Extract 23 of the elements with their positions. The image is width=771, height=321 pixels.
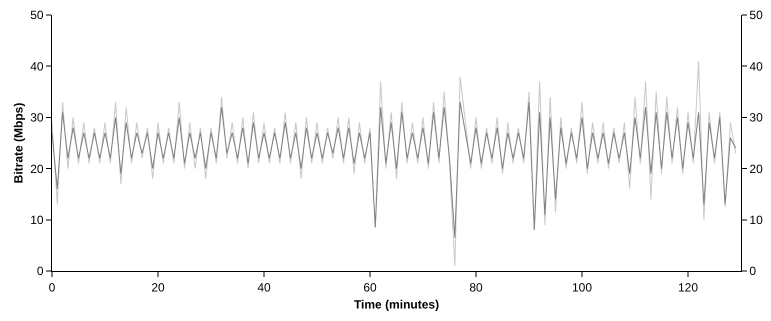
x-tick-label: 100 bbox=[572, 280, 592, 294]
y2-tick-label: 50 bbox=[749, 8, 764, 22]
y-tick-label: 0 bbox=[36, 264, 44, 278]
line-series bbox=[52, 60, 736, 266]
y-tick-label: 50 bbox=[30, 8, 44, 22]
x-tick-label: 20 bbox=[151, 280, 165, 294]
y2-tick-label: 30 bbox=[749, 110, 764, 125]
x-tick-label: 60 bbox=[363, 280, 377, 294]
y2-tick-label: 20 bbox=[749, 162, 764, 176]
y2-tick-label: 0 bbox=[749, 264, 756, 278]
y-tick-label: 10 bbox=[30, 213, 44, 227]
x-axis-title: Time (minutes) bbox=[354, 297, 440, 312]
y-axis-title: Bitrate (Mbps) bbox=[12, 102, 26, 184]
y-tick-label: 30 bbox=[30, 110, 44, 125]
line-series bbox=[52, 102, 736, 238]
y2-tick-label: 10 bbox=[749, 213, 764, 227]
x-tick-label: 120 bbox=[678, 280, 698, 294]
x-tick-label: 80 bbox=[469, 280, 483, 294]
y-tick-label: 20 bbox=[30, 162, 44, 176]
y2-tick-label: 40 bbox=[749, 59, 764, 74]
x-tick-label: 40 bbox=[257, 280, 271, 294]
y-tick-label: 40 bbox=[30, 59, 44, 74]
x-tick-label: 0 bbox=[48, 280, 56, 294]
